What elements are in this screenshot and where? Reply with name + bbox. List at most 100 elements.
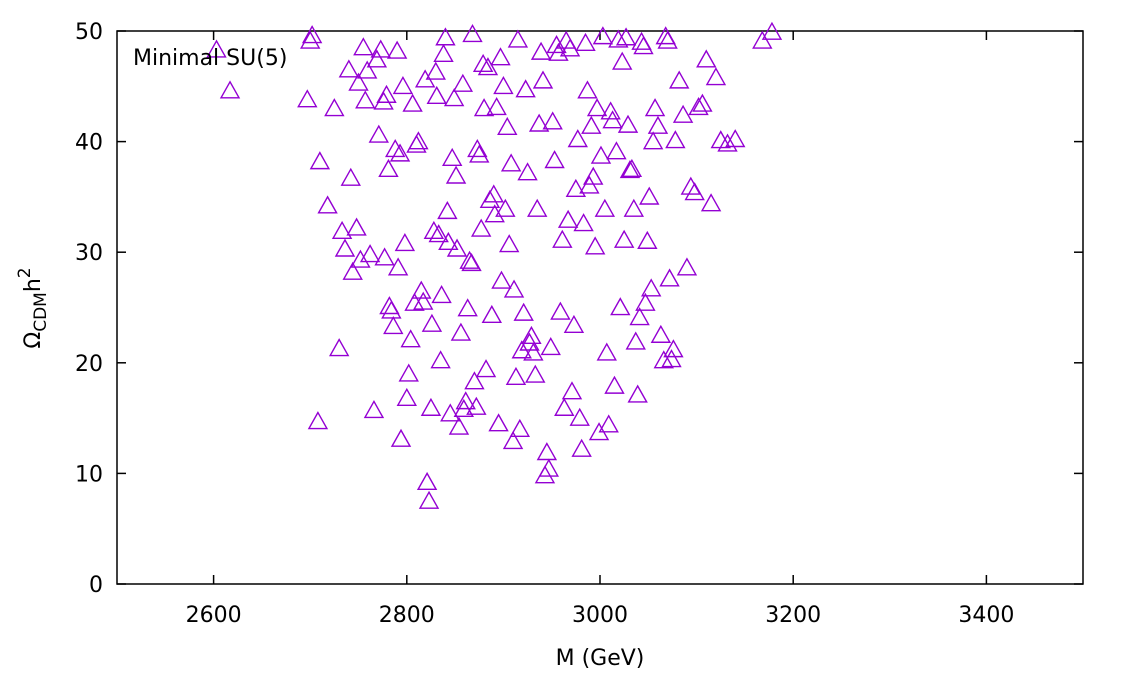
data-point xyxy=(559,38,581,57)
data-point xyxy=(423,220,445,239)
data-point xyxy=(700,193,722,212)
data-point xyxy=(376,84,397,103)
data-point xyxy=(495,198,516,217)
data-point xyxy=(676,257,698,276)
data-point xyxy=(647,115,669,134)
data-point xyxy=(440,403,461,422)
data-point xyxy=(486,96,507,116)
data-point xyxy=(324,98,345,117)
data-point xyxy=(509,418,531,437)
data-point xyxy=(612,51,633,70)
data-point xyxy=(615,27,637,46)
data-point xyxy=(307,411,329,430)
data-point xyxy=(340,167,361,186)
data-point xyxy=(334,238,356,257)
data-point xyxy=(608,29,629,48)
data-point xyxy=(596,342,617,361)
data-point xyxy=(398,363,419,382)
data-point xyxy=(300,30,321,49)
data-point xyxy=(481,304,503,324)
data-point xyxy=(561,381,583,400)
data-point xyxy=(672,104,694,123)
data-point xyxy=(464,371,485,390)
data-point xyxy=(446,238,468,257)
data-point xyxy=(430,350,451,369)
data-point xyxy=(394,233,416,252)
data-point xyxy=(684,182,705,201)
data-point xyxy=(590,145,612,164)
data-point xyxy=(650,324,672,343)
data-point xyxy=(368,124,389,143)
data-point xyxy=(467,139,488,158)
data-point xyxy=(554,397,575,416)
y-label-sub: CDM xyxy=(31,292,51,332)
data-point xyxy=(592,26,614,45)
data-point xyxy=(502,431,524,450)
data-point xyxy=(435,27,456,46)
data-point xyxy=(484,204,505,223)
data-point xyxy=(392,75,414,95)
data-point xyxy=(581,115,602,134)
data-point xyxy=(575,32,596,51)
data-point xyxy=(331,220,353,239)
data-point xyxy=(550,301,571,320)
y-tick-label: 0 xyxy=(89,573,103,598)
data-point xyxy=(536,442,558,461)
data-point xyxy=(469,144,490,163)
data-point xyxy=(442,147,463,166)
data-point xyxy=(491,270,512,289)
data-point xyxy=(669,70,690,89)
y-tick-label: 50 xyxy=(75,20,103,45)
data-point xyxy=(378,158,399,178)
data-point xyxy=(498,234,520,253)
data-point xyxy=(470,218,492,237)
data-point xyxy=(416,471,438,491)
data-point xyxy=(637,230,658,249)
x-tick-label: 3200 xyxy=(765,603,821,628)
data-point xyxy=(490,47,511,66)
data-point xyxy=(633,36,654,55)
data-point xyxy=(569,407,590,426)
data-point xyxy=(565,178,587,197)
y-label-main: Ω xyxy=(21,332,46,349)
data-point xyxy=(366,49,388,68)
data-point xyxy=(355,90,376,109)
data-point xyxy=(457,298,478,317)
data-point xyxy=(421,313,443,332)
y-label-sup: 2 xyxy=(15,267,35,278)
data-point xyxy=(418,490,440,509)
data-point xyxy=(297,89,318,108)
data-point xyxy=(426,85,447,105)
data-point xyxy=(717,133,738,152)
data-point xyxy=(433,43,454,63)
data-point xyxy=(598,414,619,433)
data-point xyxy=(348,72,369,91)
data-point xyxy=(452,73,474,92)
data-point xyxy=(466,396,487,415)
data-point xyxy=(521,325,542,345)
data-point xyxy=(586,98,608,117)
data-point xyxy=(483,184,504,203)
data-point xyxy=(515,79,536,98)
data-point xyxy=(353,37,374,56)
data-point xyxy=(500,153,522,172)
data-point xyxy=(639,186,660,205)
data-point xyxy=(505,366,527,385)
data-point xyxy=(617,114,639,133)
data-point xyxy=(359,244,381,263)
data-point xyxy=(577,80,598,99)
data-point xyxy=(363,400,385,419)
data-point xyxy=(532,70,554,89)
data-point xyxy=(540,336,561,356)
data-point xyxy=(567,129,588,148)
data-point xyxy=(488,413,509,432)
data-point xyxy=(383,315,404,335)
data-point xyxy=(373,91,394,110)
data-point xyxy=(342,261,363,280)
data-point xyxy=(387,257,409,276)
data-point xyxy=(644,98,666,117)
data-point xyxy=(450,322,472,341)
data-point xyxy=(219,80,241,99)
y-tick-label: 30 xyxy=(75,241,103,266)
